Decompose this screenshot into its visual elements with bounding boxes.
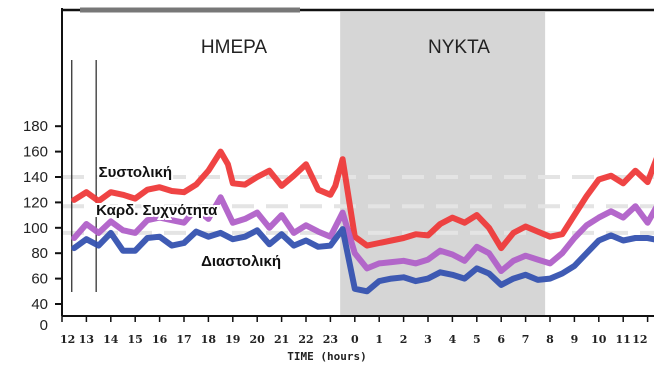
x-tick-label: 14 [103,333,119,346]
y-tick-label: 180 [23,118,48,135]
x-tick-label: 20 [250,333,266,346]
x-tick-label: 5 [473,333,481,346]
x-tick-label: 10 [591,333,607,346]
y-tick-label: 60 [31,271,48,288]
x-tick-label: 12 [632,333,647,346]
x-tick-label: 3 [424,333,432,346]
x-tick-label: 8 [546,333,554,346]
x-tick-label: 15 [128,333,143,346]
night-label: ΝΥΚΤΑ [428,37,490,58]
x-tick-label: 18 [201,333,217,346]
x-tick-label: 17 [176,333,191,346]
x-tick-label: 0 [351,333,359,346]
x-tick-label: 19 [225,333,240,346]
x-tick-label: 16 [152,333,168,346]
x-tick-label: 2 [400,333,408,346]
series-line-1 [71,194,654,274]
x-tick-label: 7 [522,333,530,346]
x-tick-label: 9 [571,333,579,346]
series-line-2 [71,226,654,295]
x-tick-label: 11 [616,333,631,346]
y-tick-label: 40 [31,296,48,313]
x-tick-label: 22 [298,333,313,346]
x-tick-label: 6 [497,333,505,346]
x-tick-label: 12 [60,333,75,346]
series-label-0: Συστολική [99,164,172,181]
day-label: ΗΜΕΡΑ [201,37,267,58]
y-tick-label: 120 [23,194,48,211]
y-tick-label: 140 [23,169,48,186]
x-tick-label: 23 [323,333,338,346]
series-label-1: Καρδ. Συχνότητα [96,202,218,219]
x-tick-label: 1 [375,333,383,346]
x-tick-label: 21 [274,333,289,346]
y-tick-label: 80 [31,245,48,262]
y-tick-label: 160 [23,144,48,161]
y-tick-label: 100 [23,220,48,237]
x-tick-label: 13 [79,333,94,346]
y-tick-label: 0 [40,317,48,334]
x-tick-label: 4 [449,333,457,346]
series-line-0 [71,148,654,252]
series-label-2: Διαστολική [201,253,281,270]
x-axis-title: TIME (hours) [287,350,366,363]
